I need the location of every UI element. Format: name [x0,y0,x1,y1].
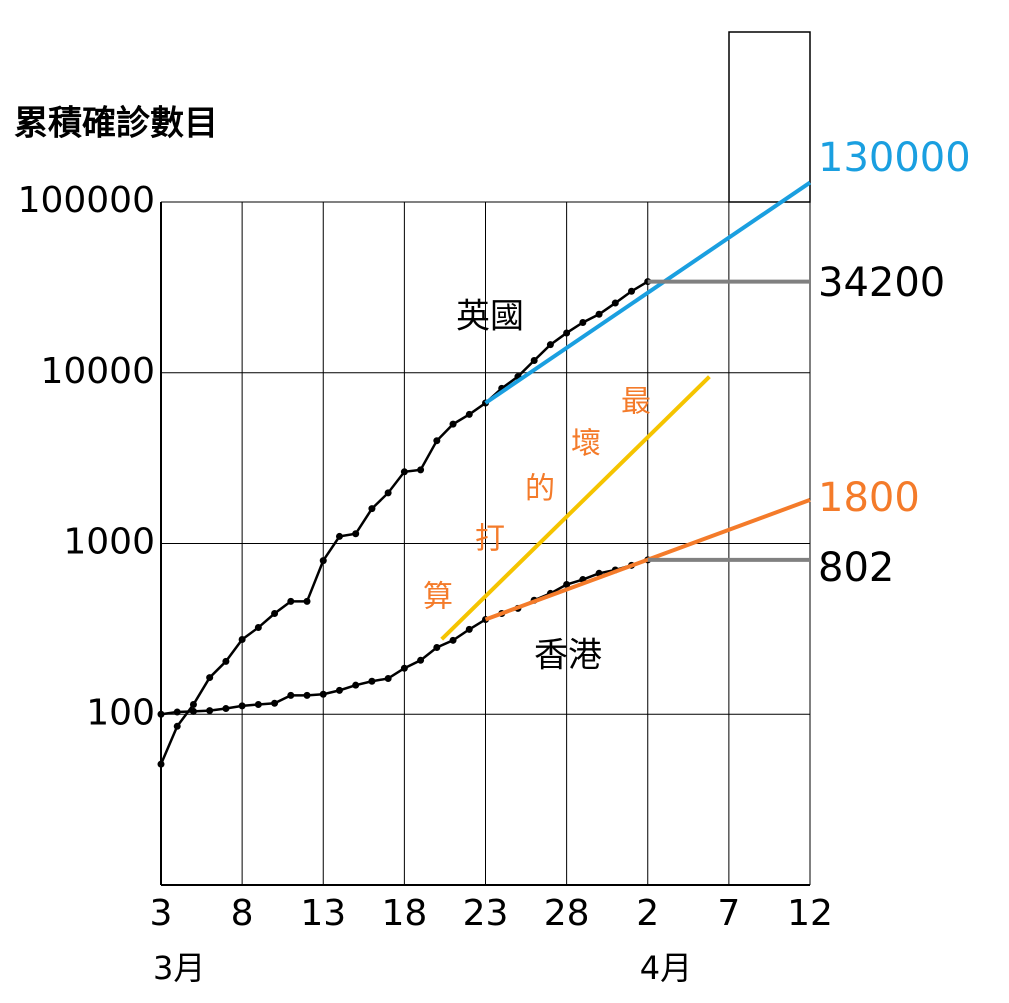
line [440,375,711,641]
point [189,707,197,715]
x-tick-label: 8 [231,893,254,934]
point [384,674,392,682]
point [352,530,360,538]
chart-title: 累積確診數目 [14,104,218,144]
x-tick-label: 23 [463,893,509,934]
point [563,581,571,589]
point [579,318,587,326]
point [335,686,343,694]
point [433,643,441,651]
point [335,532,343,540]
point [417,466,425,474]
point [368,677,376,685]
annotation: 壞 [571,427,601,462]
point [400,468,408,476]
annotation: 最 [621,385,651,420]
end-label: 34200 [818,260,945,306]
x-tick-label: 7 [717,893,740,934]
point [465,625,473,633]
point [206,674,214,682]
point [384,489,392,497]
point [449,636,457,644]
annotation: 的 [525,472,555,507]
end-label: 1800 [818,475,920,521]
series-label: 英國 [456,297,524,337]
x-tick-label: 2 [636,893,659,934]
y-tick-label: 1000 [63,522,155,563]
point [433,437,441,445]
point [271,699,279,707]
point [303,597,311,605]
point [287,597,295,605]
point [287,691,295,699]
point [157,760,165,768]
point [173,708,181,716]
point [157,710,165,718]
line [484,180,812,405]
point [189,701,197,709]
y-tick-label: 100000 [18,180,155,221]
point [611,299,619,307]
x-tick-label: 18 [381,893,427,934]
point [628,287,636,295]
point [319,690,327,698]
y-tick-label: 10000 [40,351,155,392]
point [465,410,473,418]
point [238,636,246,644]
x-tick-label: 3 [150,893,173,934]
x-tick-label: 28 [544,893,590,934]
end-label: 130000 [818,135,971,181]
annotation: 算 [423,580,453,615]
point [352,681,360,689]
frame-box [728,31,811,203]
month-label: 3月 [153,949,205,987]
point [368,505,376,513]
y-tick-label: 100 [86,692,155,733]
point [254,624,262,632]
point [449,420,457,428]
series-label: 香港 [534,636,602,676]
point [254,701,262,709]
point [303,691,311,699]
point [271,610,279,618]
x-tick-label: 13 [300,893,346,934]
annotation: 打 [475,522,505,557]
point [222,705,230,713]
point [530,356,538,364]
point [173,722,181,730]
point [417,656,425,664]
end-label: 802 [818,545,894,591]
x-tick-label: 12 [787,893,833,934]
point [400,664,408,672]
point [222,657,230,665]
point [206,707,214,715]
point [546,341,554,349]
month-label: 4月 [640,949,692,987]
point [563,329,571,337]
point [595,310,603,318]
point [238,702,246,710]
point [319,557,327,565]
